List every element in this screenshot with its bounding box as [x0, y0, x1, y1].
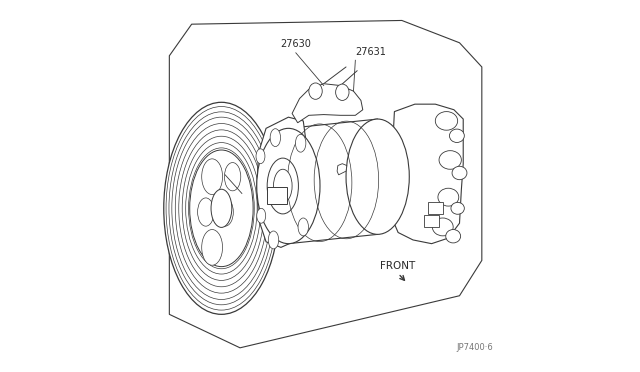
Ellipse shape — [257, 128, 320, 244]
Ellipse shape — [435, 112, 458, 130]
Ellipse shape — [298, 218, 308, 236]
Ellipse shape — [217, 198, 234, 226]
Text: FRONT: FRONT — [380, 261, 415, 271]
Ellipse shape — [296, 134, 306, 152]
Ellipse shape — [164, 102, 279, 314]
Ellipse shape — [439, 151, 461, 169]
Ellipse shape — [257, 208, 266, 223]
Ellipse shape — [346, 119, 410, 234]
Polygon shape — [337, 164, 347, 175]
FancyBboxPatch shape — [267, 187, 287, 204]
Ellipse shape — [267, 158, 298, 214]
Ellipse shape — [198, 198, 214, 226]
Ellipse shape — [449, 129, 465, 142]
FancyBboxPatch shape — [424, 215, 439, 227]
Text: 27630: 27630 — [280, 39, 311, 49]
Polygon shape — [257, 117, 307, 247]
Text: JP7400·6: JP7400·6 — [456, 343, 493, 352]
FancyBboxPatch shape — [428, 202, 443, 214]
Text: 27631: 27631 — [355, 46, 386, 57]
Polygon shape — [390, 104, 463, 244]
Ellipse shape — [309, 83, 322, 99]
Ellipse shape — [202, 159, 223, 195]
Ellipse shape — [211, 189, 232, 227]
Ellipse shape — [270, 129, 280, 147]
Ellipse shape — [433, 218, 453, 236]
Ellipse shape — [335, 84, 349, 100]
Ellipse shape — [189, 150, 253, 267]
Ellipse shape — [273, 169, 292, 203]
Ellipse shape — [225, 163, 241, 191]
Ellipse shape — [268, 231, 278, 249]
Ellipse shape — [202, 230, 223, 265]
Text: 27633: 27633 — [225, 162, 256, 172]
Ellipse shape — [445, 230, 461, 243]
Polygon shape — [292, 84, 363, 123]
Ellipse shape — [452, 166, 467, 180]
Ellipse shape — [451, 202, 465, 214]
Ellipse shape — [256, 149, 265, 164]
Ellipse shape — [438, 188, 459, 206]
